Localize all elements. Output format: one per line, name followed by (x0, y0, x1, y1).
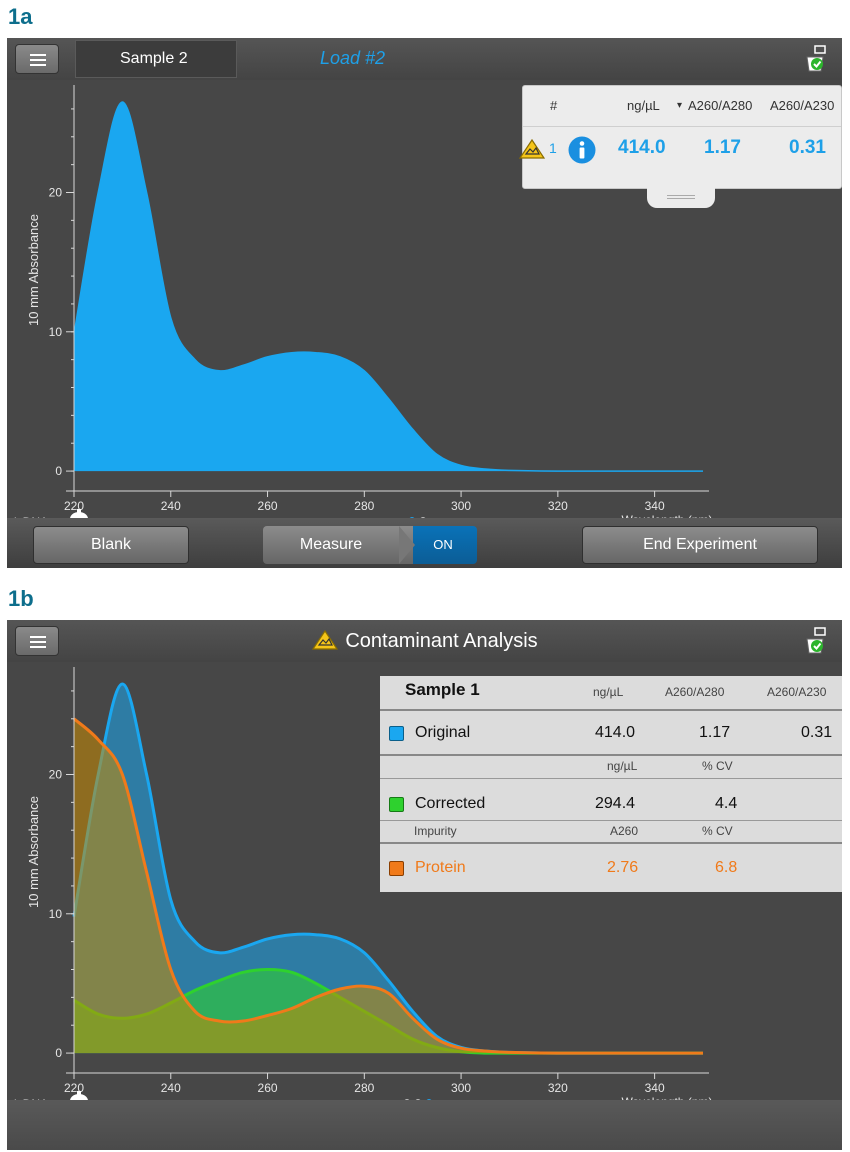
corrected-label: Corrected (415, 795, 486, 812)
original-a260-a230: 0.31 (801, 724, 833, 741)
pedestal-icon (70, 509, 88, 518)
y-tick-label: 0 (55, 464, 62, 478)
series-area-protein (74, 718, 703, 1054)
col-header-ngul: ng/µL (593, 685, 624, 699)
y-tick-label: 10 (49, 325, 63, 339)
warning-icon[interactable] (518, 138, 546, 160)
x-tick-label: 300 (451, 499, 471, 513)
end-experiment-button[interactable]: End Experiment (582, 526, 818, 564)
col-header-cv: % CV (702, 759, 733, 773)
load-label: Load #2 (320, 48, 386, 68)
menu-button[interactable] (15, 44, 59, 74)
page-indicator-dot[interactable] (426, 1099, 432, 1100)
x-tick-label: 260 (258, 499, 278, 513)
x-tick-label: 240 (161, 499, 181, 513)
sample-name: Sample 1 (405, 680, 480, 699)
page-indicator-dot[interactable] (415, 1099, 421, 1100)
protein-swatch (389, 861, 404, 876)
col-header-a260-a230: A260/A230 (767, 685, 827, 699)
corrected-cv: 4.4 (715, 795, 738, 812)
menu-button[interactable] (15, 626, 59, 656)
x-tick-label: 280 (354, 499, 374, 513)
col-header-ngul-2: ng/µL (607, 759, 638, 773)
series-area-original (74, 684, 703, 1054)
series-area-sample-2 (74, 102, 703, 472)
col-header-ngul[interactable]: ng/µL (627, 98, 660, 113)
measure-button[interactable]: Measure (263, 526, 413, 564)
x-tick-label: 280 (354, 1081, 374, 1095)
impurity-header: Impurity (414, 824, 457, 838)
x-tick-label: 300 (451, 1081, 471, 1095)
x-tick-label: 220 (64, 1081, 84, 1095)
col-header-cv-2: % CV (702, 824, 733, 838)
top-bar: Sample 2 Load #2 (7, 38, 842, 80)
absorbance-chart: 0 10 20 220 240 260 280 300 320 340 10 mm Absorban… (10, 85, 713, 518)
col-header-a260-a280: A260/A280 (665, 685, 725, 699)
contaminant-chart: 0 10 20 220 240 260 280 300 320 340 10 mm Absorban… (10, 667, 713, 1100)
series-line-protein (73, 717, 703, 1055)
y-axis-label: 10 mm Absorbance (26, 796, 41, 908)
export-report-icon[interactable] (804, 627, 828, 655)
screen-panel-a: Sample 2 Load #2 0 10 20 220 240 260 280 300 320… (7, 38, 842, 568)
y-tick-label: 20 (49, 186, 63, 200)
screen-panel-b: Contaminant Analysis 0 10 20 220 240 260 280 30… (7, 620, 842, 1150)
y-tick-label: 20 (49, 768, 63, 782)
sample-name-input[interactable]: Sample 2 (75, 40, 237, 78)
top-bar: Contaminant Analysis (7, 620, 842, 662)
original-ngul: 414.0 (595, 724, 636, 741)
original-swatch (389, 726, 404, 741)
sample-type-label: dsDNA (10, 1097, 48, 1100)
protein-label: Protein (415, 859, 466, 876)
export-report-icon[interactable] (804, 45, 828, 73)
measure-toggle[interactable]: ON Measure (263, 526, 477, 564)
warning-icon (312, 629, 339, 650)
menu-icon (30, 54, 46, 56)
original-label: Original (415, 724, 471, 741)
x-tick-label: 260 (258, 1081, 278, 1095)
figure-label-a: 1a (8, 4, 33, 29)
value-ngul: 414.0 (618, 137, 666, 158)
sort-indicator-icon: ▾ (677, 100, 683, 111)
x-tick-label: 320 (548, 1081, 568, 1095)
corrected-swatch (389, 797, 404, 812)
original-a260-a280: 1.17 (699, 724, 731, 741)
y-tick-label: 10 (49, 907, 63, 921)
value-a260-a280: 1.17 (704, 137, 741, 158)
bottom-bar (7, 1100, 842, 1150)
col-header-number: # (550, 98, 558, 113)
page-title-text: Contaminant Analysis (345, 630, 538, 652)
results-panel: # ng/µL ▾ A260/A280 A260/A230 1 414.0 1.… (518, 85, 842, 189)
x-tick-label: 220 (64, 499, 84, 513)
blank-button[interactable]: Blank (33, 526, 189, 564)
y-tick-label: 0 (55, 1046, 62, 1060)
series-line-sample-2 (73, 101, 703, 472)
info-icon[interactable] (567, 135, 597, 165)
protein-a260: 2.76 (607, 859, 639, 876)
x-axis-label: Wavelength (nm) (622, 1095, 713, 1100)
x-tick-label: 240 (161, 1081, 181, 1095)
contaminant-table: Sample 1 ng/µL A260/A280 A260/A230 Origi… (380, 676, 842, 892)
results-pull-tab[interactable] (647, 188, 715, 208)
x-tick-label: 340 (645, 1081, 665, 1095)
page-title: Contaminant Analysis (7, 620, 842, 662)
menu-icon (30, 636, 46, 638)
col-header-a260: A260 (610, 824, 639, 838)
corrected-ngul: 294.4 (595, 795, 636, 812)
figure-label-b: 1b (8, 586, 34, 611)
page-indicator-dot[interactable] (420, 517, 426, 518)
page-indicator-dot[interactable] (409, 517, 415, 518)
x-tick-label: 340 (645, 499, 665, 513)
col-header-a260-a280[interactable]: A260/A280 (688, 98, 753, 113)
x-tick-label: 320 (548, 499, 568, 513)
bottom-bar: Blank ON Measure End Experiment (7, 518, 842, 568)
protein-cv: 6.8 (715, 859, 738, 876)
row-number: 1 (549, 140, 557, 156)
value-a260-a230: 0.31 (789, 137, 826, 158)
x-axis-label: Wavelength (nm) (622, 513, 713, 518)
pedestal-icon (70, 1091, 88, 1100)
page-indicator-dot[interactable] (404, 1099, 410, 1100)
y-axis-label: 10 mm Absorbance (26, 214, 41, 326)
col-header-a260-a230[interactable]: A260/A230 (770, 98, 835, 113)
sample-type-label: dsDNA (10, 515, 48, 518)
